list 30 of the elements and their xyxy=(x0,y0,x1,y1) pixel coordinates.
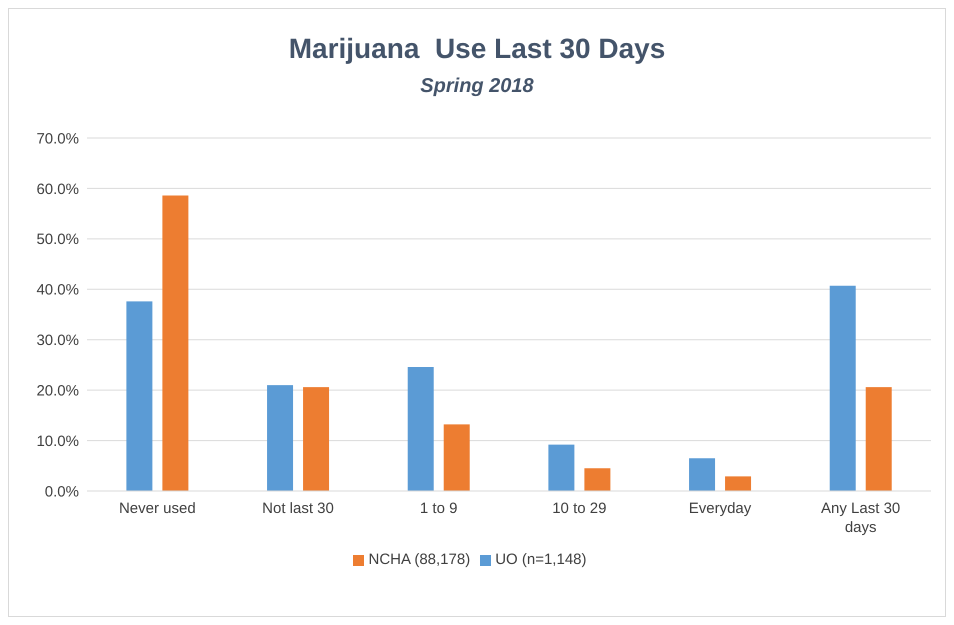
bar xyxy=(126,301,152,491)
chart-title: Marijuana Use Last 30 Days xyxy=(288,33,666,65)
x-tick-label: 10 to 29 xyxy=(552,500,606,517)
bar xyxy=(267,385,294,491)
y-tick-label: 50.0% xyxy=(36,231,79,248)
bar xyxy=(548,444,574,491)
y-tick-label: 10.0% xyxy=(36,432,79,450)
bar xyxy=(162,195,188,491)
y-tick-label: 70.0% xyxy=(36,130,79,148)
bar xyxy=(584,468,610,491)
bar xyxy=(830,286,856,491)
chart-subtitle: Spring 2018 xyxy=(419,75,535,98)
x-tick-label: Everyday xyxy=(688,500,752,517)
legend-label: NCHA (88,178) xyxy=(368,551,470,568)
x-tick-label: Never used xyxy=(118,500,196,517)
bar xyxy=(866,387,892,491)
y-tick-label: 0.0% xyxy=(44,483,79,500)
x-tick-label: Any Last 30 days xyxy=(821,500,900,536)
y-tick-label: 60.0% xyxy=(36,180,79,198)
x-tick-label: 1 to 9 xyxy=(420,500,458,517)
x-tick-label: Not last 30 xyxy=(262,500,334,517)
y-tick-label: 30.0% xyxy=(36,332,79,350)
bar xyxy=(444,424,470,491)
legend-label: UO (n=1,148) xyxy=(495,551,586,568)
bar xyxy=(303,387,330,491)
bar xyxy=(408,366,434,491)
y-tick-label: 40.0% xyxy=(36,282,79,299)
y-tick-label: 20.0% xyxy=(36,382,79,400)
bar xyxy=(725,476,752,491)
bar xyxy=(689,458,716,491)
